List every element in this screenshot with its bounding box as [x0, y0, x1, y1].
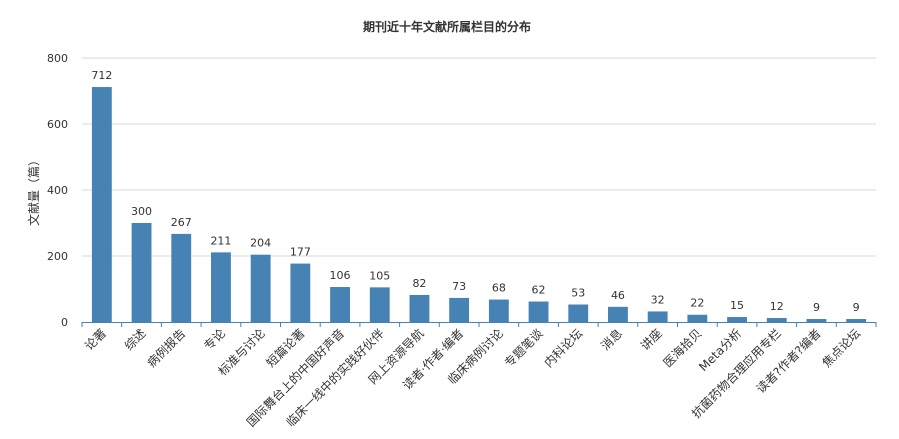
data-label: 68 [492, 282, 506, 295]
data-labels: 712 300 267 211 204 177 106 105 82 73 68 62 53 46 32 22… [91, 69, 859, 314]
x-tick-label: 专论 [200, 326, 228, 354]
bar [91, 87, 112, 322]
y-tick-label: 0 [61, 316, 68, 329]
gridlines [82, 57, 876, 257]
x-tick-label: 讲座 [637, 326, 665, 354]
data-label: 62 [532, 284, 546, 297]
x-tick-label: 内科论坛 [542, 326, 586, 370]
bar [290, 263, 311, 322]
bar [766, 318, 787, 322]
data-label: 22 [690, 297, 704, 310]
bar [250, 254, 271, 322]
data-label: 204 [250, 237, 271, 250]
y-axis-ticks: 0 200 400 600 800 [47, 52, 68, 329]
data-label: 15 [730, 299, 744, 312]
data-label: 46 [611, 289, 625, 302]
bar [449, 297, 470, 322]
bar [568, 304, 589, 322]
data-label: 712 [91, 69, 112, 82]
data-label: 177 [290, 246, 311, 259]
data-label: 105 [369, 269, 390, 282]
x-tick-label: 焦点论坛 [819, 326, 863, 370]
bar [330, 287, 350, 322]
data-label: 9 [813, 301, 820, 314]
bar [846, 319, 867, 322]
bar [528, 301, 549, 322]
data-label: 12 [770, 300, 784, 313]
data-label: 267 [171, 216, 192, 229]
bar [608, 306, 628, 322]
bar [131, 223, 152, 322]
data-label: 9 [853, 301, 860, 314]
bar [647, 311, 668, 322]
y-tick-label: 200 [47, 250, 68, 263]
bar [409, 294, 430, 322]
bars [91, 87, 867, 322]
y-tick-label: 400 [47, 184, 68, 197]
data-label: 32 [651, 293, 665, 306]
data-label: 53 [571, 287, 585, 300]
y-tick-label: 600 [47, 118, 68, 131]
x-tick-label: 消息 [597, 326, 625, 354]
bar [488, 299, 509, 322]
bar [171, 233, 192, 322]
y-tick-label: 800 [47, 52, 68, 65]
bar [211, 252, 231, 322]
data-label: 300 [131, 205, 152, 218]
bar [369, 287, 390, 322]
data-label: 73 [452, 280, 466, 293]
bar [806, 319, 827, 322]
x-tick-label: 专题笔谈 [501, 326, 546, 371]
data-label: 82 [412, 277, 426, 290]
data-label: 106 [330, 269, 351, 282]
y-axis-label: 文献量（篇） [26, 154, 41, 226]
bar [687, 314, 708, 322]
data-label: 211 [210, 234, 231, 247]
bar [727, 317, 747, 322]
x-tick-label: 论著 [82, 326, 109, 353]
chart-title: 期刊近十年文献所属栏目的分布 [363, 19, 531, 34]
x-tick-label: 病例报告 [144, 326, 189, 371]
x-tick-label: 综述 [122, 326, 149, 353]
